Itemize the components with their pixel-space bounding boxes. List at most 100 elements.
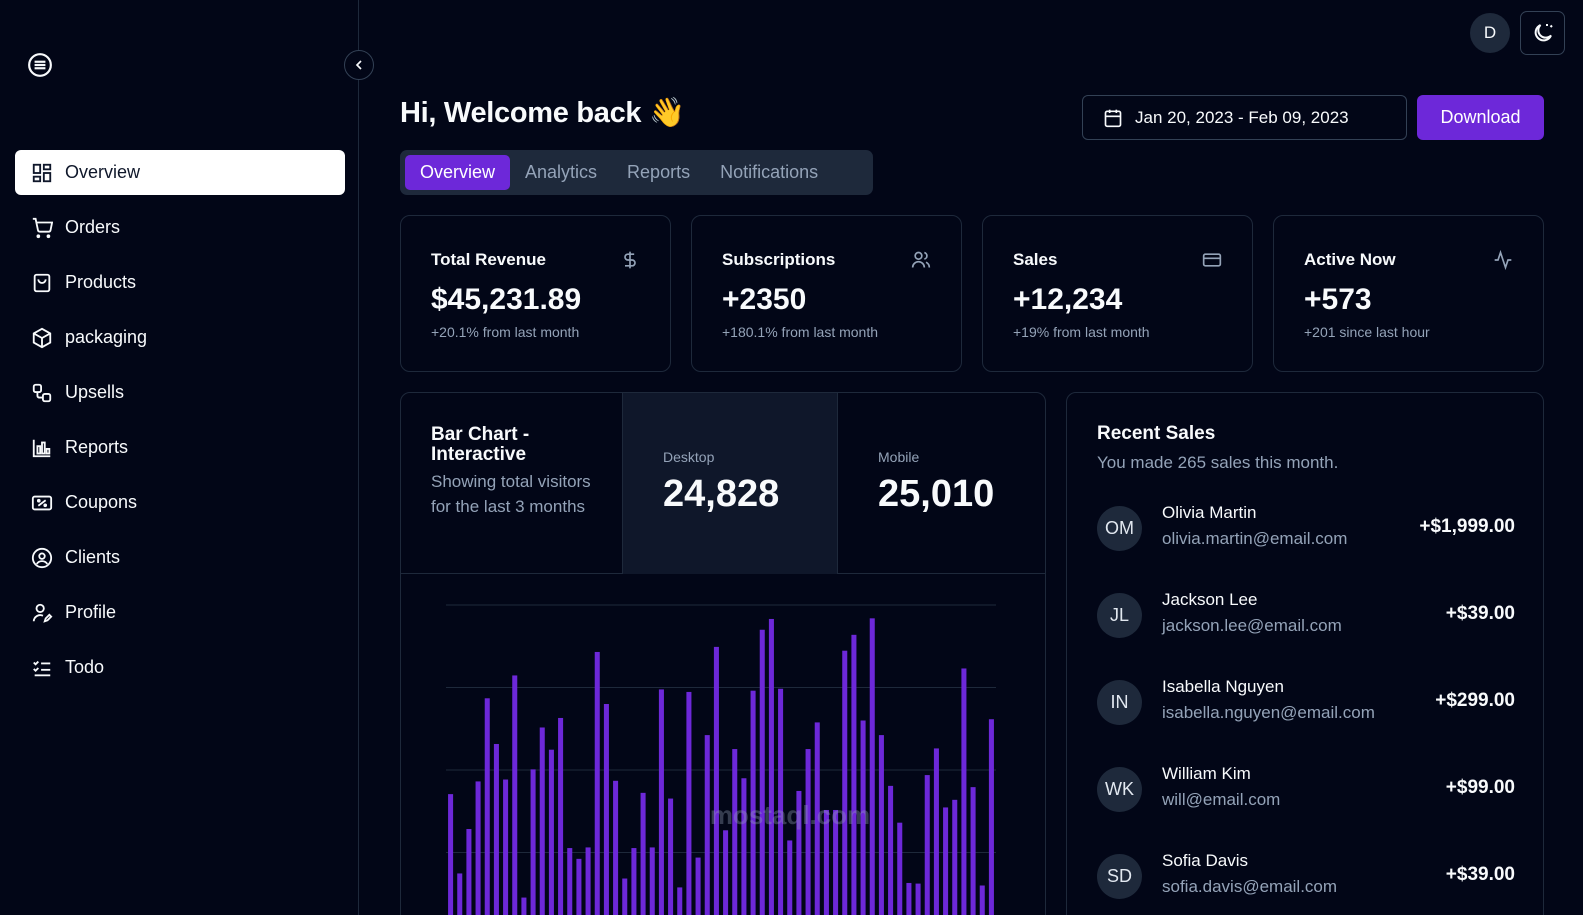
chart-bar[interactable] — [521, 897, 527, 915]
chart-bar[interactable] — [759, 629, 765, 915]
chart-bar[interactable] — [530, 769, 536, 915]
chart-bar[interactable] — [796, 790, 802, 915]
chart-bar[interactable] — [768, 618, 774, 915]
sale-row: IN Isabella Nguyen isabella.nguyen@email… — [1097, 677, 1515, 727]
customer-name: Sofia Davis — [1162, 851, 1248, 870]
sidebar-item-products[interactable]: Products — [15, 260, 345, 305]
chart-bar[interactable] — [548, 749, 554, 915]
chart-bar[interactable] — [750, 690, 756, 915]
chart-bar[interactable] — [970, 787, 976, 915]
chart-bar[interactable] — [457, 873, 463, 915]
sidebar-item-label: Profile — [65, 602, 117, 622]
chart-bar[interactable] — [658, 689, 664, 915]
chart-bar[interactable] — [741, 778, 747, 915]
chart-description: Showing total visitors for the last 3 mo… — [431, 472, 591, 516]
chart-bar[interactable] — [851, 634, 857, 915]
avatar: IN — [1097, 680, 1142, 725]
chart-bar[interactable] — [732, 749, 738, 915]
chart-bar[interactable] — [649, 847, 655, 915]
chart-bar[interactable] — [631, 848, 637, 915]
chart-bar[interactable] — [503, 779, 509, 915]
chart-plot-area — [401, 575, 1045, 915]
chart-bar[interactable] — [640, 792, 646, 915]
tab-overview[interactable]: Overview — [405, 155, 511, 190]
chart-bar[interactable] — [833, 809, 839, 915]
chart-bar[interactable] — [814, 722, 820, 915]
chart-bar[interactable] — [613, 780, 619, 915]
sidebar-item-label: Upsells — [65, 382, 125, 402]
chart-bar[interactable] — [622, 878, 628, 915]
sidebar-item-orders[interactable]: Orders — [15, 205, 345, 250]
tab-notifications[interactable]: Notifications — [720, 162, 819, 182]
chart-bar[interactable] — [484, 698, 490, 915]
chart-bar[interactable] — [878, 735, 884, 915]
chart-bar[interactable] — [778, 688, 784, 915]
stat-label: Active Now — [1304, 250, 1396, 269]
sidebar-item-clients[interactable]: Clients — [15, 535, 345, 580]
sidebar-item-todo[interactable]: Todo — [15, 645, 345, 690]
sale-amount: +$99.00 — [1445, 777, 1515, 798]
desktop-metric-toggle[interactable]: Desktop 24,828 — [622, 393, 837, 574]
sidebar-item-coupons[interactable]: Coupons — [15, 480, 345, 525]
chart-bar[interactable] — [933, 748, 939, 915]
chart-bar[interactable] — [897, 822, 903, 915]
mobile-label: Mobile — [878, 449, 920, 465]
chart-bar[interactable] — [805, 749, 811, 915]
chart-bar[interactable] — [567, 848, 573, 915]
users-icon — [911, 250, 931, 270]
mobile-metric-toggle[interactable]: Mobile 25,010 — [837, 393, 1045, 574]
chart-bar[interactable] — [823, 809, 829, 915]
chart-bar[interactable] — [713, 646, 719, 915]
chart-bar[interactable] — [943, 807, 949, 915]
chart-bar[interactable] — [677, 887, 683, 915]
chart-bar[interactable] — [842, 650, 848, 915]
chart-bar[interactable] — [466, 829, 472, 915]
chart-bar[interactable] — [558, 717, 564, 915]
sidebar-item-label: packaging — [65, 327, 148, 347]
chart-bar[interactable] — [512, 675, 518, 915]
customer-name: Isabella Nguyen — [1162, 677, 1284, 696]
sidebar-item-reports[interactable]: Reports — [15, 425, 345, 470]
collapse-sidebar-button[interactable] — [344, 50, 374, 80]
stat-card-subscriptions: Subscriptions +2350 +180.1% from last mo… — [691, 215, 962, 372]
tab-reports[interactable]: Reports — [627, 162, 691, 182]
chart-bar[interactable] — [906, 882, 912, 915]
chart-bar[interactable] — [924, 775, 930, 915]
customer-name: William Kim — [1162, 764, 1251, 783]
chart-bar[interactable] — [686, 691, 692, 915]
chart-bar[interactable] — [988, 719, 994, 915]
chart-bar[interactable] — [787, 840, 793, 915]
chart-bar[interactable] — [493, 743, 499, 915]
date-range-picker[interactable]: Jan 20, 2023 - Feb 09, 2023 — [1082, 95, 1407, 140]
chart-bar[interactable] — [915, 883, 921, 915]
chart-bar[interactable] — [668, 798, 674, 915]
chart-bar[interactable] — [979, 885, 985, 915]
chart-bar[interactable] — [723, 830, 729, 915]
chart-bar[interactable] — [869, 618, 875, 915]
chart-bar[interactable] — [961, 668, 967, 915]
user-avatar[interactable]: D — [1470, 13, 1510, 53]
chart-bar[interactable] — [952, 799, 958, 915]
logo-icon[interactable] — [26, 51, 54, 79]
sidebar-item-upsells[interactable]: Upsells — [15, 370, 345, 415]
theme-toggle-button[interactable] — [1520, 11, 1565, 55]
chart-bar[interactable] — [888, 785, 894, 915]
chart-bar[interactable] — [539, 727, 545, 915]
chart-bar[interactable] — [576, 858, 582, 915]
sidebar-item-packaging[interactable]: packaging — [15, 315, 345, 360]
chart-bar[interactable] — [448, 794, 454, 915]
sidebar-item-profile[interactable]: Profile — [15, 590, 345, 635]
avatar: WK — [1097, 767, 1142, 812]
chart-bar[interactable] — [585, 847, 591, 915]
download-button[interactable]: Download — [1417, 95, 1544, 140]
chart-bar[interactable] — [860, 720, 866, 915]
chart-bar[interactable] — [695, 857, 701, 915]
chart-bar[interactable] — [475, 781, 481, 915]
customer-name: Jackson Lee — [1162, 590, 1258, 609]
cart-icon — [31, 217, 53, 239]
sidebar-item-overview[interactable]: Overview — [15, 150, 345, 195]
tab-analytics[interactable]: Analytics — [525, 162, 598, 182]
chart-bar[interactable] — [603, 704, 609, 915]
chart-bar[interactable] — [704, 735, 710, 915]
chart-bar[interactable] — [594, 651, 600, 915]
